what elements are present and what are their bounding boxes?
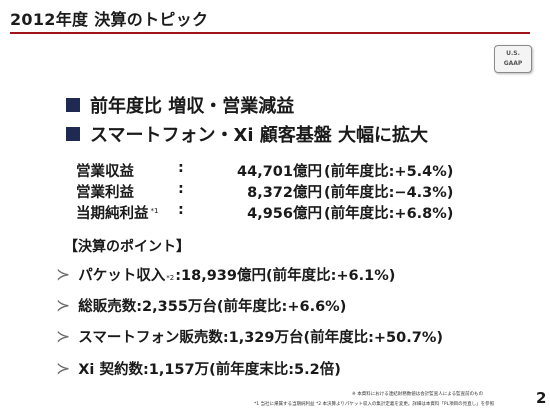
point-smartphone-sales: ≻ スマートフォン販売数:1,329万台(前年度比:+50.7%) — [56, 326, 443, 347]
footnote-audit: ※ 本資料における連結財務数値は会計監査人による監査前のもの — [352, 392, 484, 397]
result-label: 当期純利益 *1 — [76, 202, 158, 223]
footnote-marker: *2 — [166, 274, 175, 282]
badge-line2: GAAP — [503, 60, 523, 67]
result-label: 営業収益 — [76, 164, 134, 180]
point-xi-subscriptions: ≻ Xi 契約数:1,157万(前年度末比:5.2倍) — [56, 358, 341, 379]
result-change: (前年度比:+6.8%) — [324, 206, 454, 222]
result-value: 44,701億円 — [237, 164, 322, 180]
result-change: (前年度比:+5.4%) — [324, 164, 454, 180]
badge-line1: U.S. — [506, 50, 520, 57]
square-bullet-icon — [66, 98, 80, 112]
result-colon: : — [178, 160, 184, 176]
us-gaap-badge: U.S. GAAP — [494, 45, 532, 73]
result-value: 8,372億円 — [247, 185, 322, 201]
arrow-bullet-icon: ≻ — [56, 359, 71, 379]
headline-customer-base: スマートフォン・Xi 顧客基盤 大幅に拡大 — [66, 121, 428, 147]
result-change: (前年度比:−4.3%) — [324, 185, 454, 201]
point-total-sales: ≻ 総販売数:2,355万台(前年度比:+6.6%) — [56, 295, 346, 316]
point-packet-revenue: ≻ パケット収入 *2:18,939億円(前年度比:+6.1%) — [56, 264, 395, 285]
points-header: 【決算のポイント】 — [64, 239, 190, 255]
point-text: パケット収入 — [78, 268, 166, 284]
page-number: 2 — [536, 389, 547, 407]
square-bullet-icon — [66, 127, 80, 141]
arrow-bullet-icon: ≻ — [56, 296, 71, 316]
result-colon: : — [178, 202, 184, 218]
result-label: 営業利益 — [76, 185, 134, 201]
footnote-marker: *1 — [150, 207, 159, 215]
point-text: スマートフォン販売数:1,329万台(前年度比:+50.7%) — [78, 330, 443, 346]
title-rule — [10, 32, 530, 34]
footnote-definitions: *1 当社に帰属する当期純利益 *2 本決算よりパケット収入の集計定義を変更。詳… — [254, 402, 495, 407]
arrow-bullet-icon: ≻ — [56, 265, 71, 285]
headline-revenue: 前年度比 増収・営業減益 — [66, 92, 294, 118]
arrow-bullet-icon: ≻ — [56, 327, 71, 347]
result-label-text: 当期純利益 — [76, 206, 149, 222]
point-text-rest: :18,939億円(前年度比:+6.1%) — [175, 268, 396, 284]
headline-text: スマートフォン・Xi 顧客基盤 大幅に拡大 — [90, 125, 429, 146]
slide-title: 2012年度 決算のトピック — [10, 10, 209, 29]
point-text: 総販売数:2,355万台(前年度比:+6.6%) — [78, 299, 347, 315]
headline-text: 前年度比 増収・営業減益 — [90, 96, 295, 117]
result-colon: : — [178, 181, 184, 197]
point-text: Xi 契約数:1,157万(前年度末比:5.2倍) — [78, 362, 341, 378]
result-value: 4,956億円 — [247, 206, 322, 222]
